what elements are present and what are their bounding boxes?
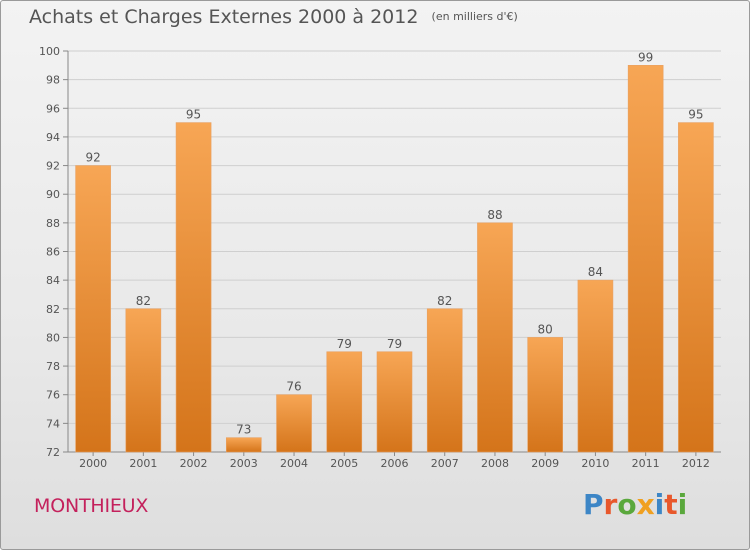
y-tick-label: 98 [46, 74, 60, 87]
logo-letter: t [664, 488, 678, 521]
bars [75, 65, 714, 453]
y-tick-label: 92 [46, 160, 60, 173]
y-tick-label: 74 [46, 417, 60, 430]
data-label: 73 [236, 423, 251, 437]
x-tick-label: 2008 [481, 457, 509, 470]
bar-2003 [226, 437, 262, 453]
x-tick-label: 2005 [330, 457, 358, 470]
y-tick-label: 96 [46, 102, 60, 115]
bar-2012 [678, 122, 714, 453]
y-tick-label: 100 [39, 45, 60, 58]
logo-letter: o [617, 488, 637, 521]
y-tick-label: 84 [46, 274, 60, 287]
logo-letter: i [654, 488, 665, 521]
bar-2007 [426, 308, 463, 453]
data-labels: 92 82 95 73 76 79 79 82 88 80 84 99 95 [85, 50, 703, 436]
data-label: 79 [337, 337, 352, 351]
y-tick-label: 94 [46, 131, 60, 144]
x-tick-label: 2012 [682, 457, 710, 470]
y-tick-label: 86 [46, 246, 60, 259]
data-label: 99 [638, 50, 653, 64]
logo-letter: P [583, 488, 604, 521]
bar-2006 [376, 351, 413, 453]
bar-2011 [627, 65, 664, 453]
data-label: 82 [136, 294, 151, 308]
chart-title-line: Achats et Charges Externes 2000 à 2012 (… [29, 6, 518, 28]
data-label: 84 [588, 265, 603, 279]
x-tick-label: 2001 [129, 457, 157, 470]
data-label: 88 [487, 208, 502, 222]
bar-2004 [276, 394, 312, 453]
bar-2005 [326, 351, 363, 453]
logo-letter: r [603, 488, 618, 521]
x-tick-label: 2000 [79, 457, 107, 470]
logo-letter: i [677, 488, 688, 521]
y-tick-label: 78 [46, 360, 60, 373]
x-tick-label: 2004 [280, 457, 308, 470]
y-tick-label: 88 [46, 217, 60, 230]
x-tick-label: 2011 [632, 457, 660, 470]
bar-2001 [125, 308, 162, 453]
x-tick-label: 2003 [230, 457, 258, 470]
data-label: 82 [437, 294, 452, 308]
x-tick-label: 2007 [431, 457, 459, 470]
logo-letter: x [636, 488, 655, 521]
data-label: 80 [538, 322, 553, 336]
x-tick-label: 2006 [381, 457, 409, 470]
proxiti-logo: Proxiti [583, 488, 687, 521]
y-tick-label: 80 [46, 331, 60, 344]
y-tick-label: 90 [46, 188, 60, 201]
bar-2010 [577, 279, 614, 453]
chart-subtitle: (en milliers d'€) [431, 10, 518, 23]
y-tick-label: 82 [46, 303, 60, 316]
x-tick-label: 2010 [581, 457, 609, 470]
data-label: 95 [186, 108, 201, 122]
data-label: 95 [688, 108, 703, 122]
data-label: 92 [85, 151, 100, 165]
data-label: 76 [286, 380, 301, 394]
y-tick-label: 76 [46, 389, 60, 402]
chart-title: Achats et Charges Externes 2000 à 2012 [29, 6, 419, 28]
commune-name: MONTHIEUX [34, 495, 149, 517]
x-tick-label: 2002 [180, 457, 208, 470]
bar-2009 [527, 337, 563, 453]
bar-2002 [175, 122, 212, 453]
bar-2008 [477, 222, 513, 453]
x-tick-label: 2009 [531, 457, 559, 470]
y-tick-label: 72 [46, 446, 60, 459]
data-label: 79 [387, 337, 402, 351]
bar-2000 [75, 165, 111, 453]
